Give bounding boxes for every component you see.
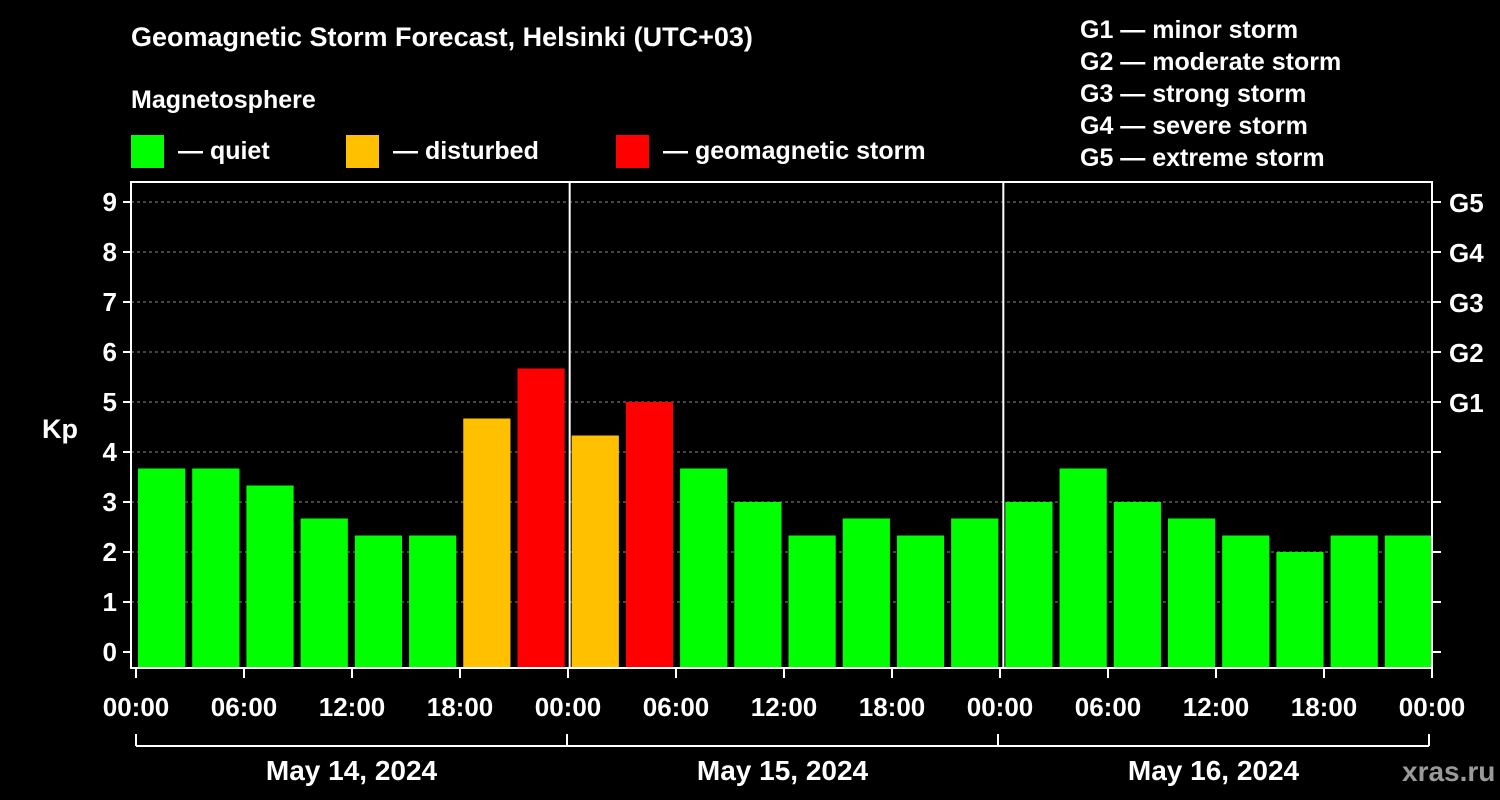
bar xyxy=(354,535,403,668)
scale-g2: G2 — moderate storm xyxy=(1080,48,1342,76)
x-tick-label: 00:00 xyxy=(535,692,602,722)
bar xyxy=(1167,518,1216,668)
bar xyxy=(1222,535,1270,668)
bar xyxy=(680,468,728,668)
bar xyxy=(1330,535,1378,668)
x-tick-label: 06:00 xyxy=(643,692,710,722)
x-tick-label: 18:00 xyxy=(1291,692,1358,722)
legend-label-quiet: — quiet xyxy=(178,136,270,165)
chart-subtitle: Magnetosphere xyxy=(131,86,316,114)
bar xyxy=(1005,502,1053,668)
bar xyxy=(1059,468,1107,668)
bar xyxy=(896,535,945,668)
legend-swatch-storm xyxy=(616,134,649,168)
g-level-label: G2 xyxy=(1449,338,1484,368)
y-tick-label: 7 xyxy=(103,287,117,317)
x-tick-label: 00:00 xyxy=(967,692,1034,722)
chart-title: Geomagnetic Storm Forecast, Helsinki (UT… xyxy=(131,22,753,52)
x-tick-label: 00:00 xyxy=(103,692,170,722)
x-tick-label: 12:00 xyxy=(319,692,386,722)
y-tick-label: 8 xyxy=(103,237,117,267)
bar xyxy=(300,518,348,668)
bar xyxy=(734,502,782,668)
scale-g3: G3 — strong storm xyxy=(1080,80,1307,108)
x-tick-label: 00:00 xyxy=(1399,692,1466,722)
bar xyxy=(625,402,674,668)
x-tick-label: 12:00 xyxy=(1183,692,1250,722)
x-tick-label: 18:00 xyxy=(859,692,926,722)
legend-item-disturbed: — disturbed xyxy=(346,134,539,168)
bar xyxy=(1276,552,1324,668)
bar xyxy=(517,368,565,668)
bar xyxy=(842,518,890,668)
legend-item-storm: — geomagnetic storm xyxy=(616,134,926,168)
y-tick-label: 5 xyxy=(103,387,117,417)
scale-g5: G5 — extreme storm xyxy=(1080,144,1325,172)
g-level-label: G3 xyxy=(1449,288,1484,318)
day-label: May 15, 2024 xyxy=(697,755,869,786)
watermark: xras.ru xyxy=(1402,756,1496,787)
y-tick-label: 3 xyxy=(103,487,117,517)
g-level-label: G4 xyxy=(1449,238,1484,268)
g-level-label: G1 xyxy=(1449,388,1484,418)
legend-label-storm: — geomagnetic storm xyxy=(663,136,926,165)
bar xyxy=(409,535,457,668)
legend-swatch-disturbed xyxy=(346,134,379,168)
g-level-label: G5 xyxy=(1449,188,1484,218)
day-label: May 16, 2024 xyxy=(1128,755,1300,786)
bar xyxy=(138,468,186,668)
day-label: May 14, 2024 xyxy=(266,755,438,786)
bar xyxy=(1384,535,1432,668)
y-tick-label: 4 xyxy=(103,437,118,467)
bar xyxy=(463,418,511,668)
y-tick-label: 0 xyxy=(103,637,117,667)
x-tick-label: 18:00 xyxy=(427,692,494,722)
bar xyxy=(951,518,999,668)
bar xyxy=(1113,502,1161,668)
bar xyxy=(192,468,240,668)
x-tick-label: 12:00 xyxy=(751,692,818,722)
plot-frame xyxy=(130,181,1433,669)
storm-scale-legend: G1 — minor storm G2 — moderate storm G3 … xyxy=(1080,14,1341,174)
y-axis-label: Kp xyxy=(42,414,78,444)
x-tick-label: 06:00 xyxy=(211,692,278,722)
y-tick-label: 9 xyxy=(103,187,117,217)
scale-g1: G1 — minor storm xyxy=(1080,16,1299,44)
y-tick-label: 1 xyxy=(103,587,117,617)
bar xyxy=(246,485,294,668)
legend-swatch-quiet xyxy=(131,134,164,168)
bar xyxy=(571,435,619,668)
legend-label-disturbed: — disturbed xyxy=(393,136,539,165)
bar xyxy=(788,535,836,668)
x-tick-label: 06:00 xyxy=(1075,692,1142,722)
y-tick-label: 6 xyxy=(103,337,117,367)
legend-item-quiet: — quiet xyxy=(131,134,270,168)
y-tick-label: 2 xyxy=(103,537,117,567)
scale-g4: G4 — severe storm xyxy=(1080,112,1308,140)
